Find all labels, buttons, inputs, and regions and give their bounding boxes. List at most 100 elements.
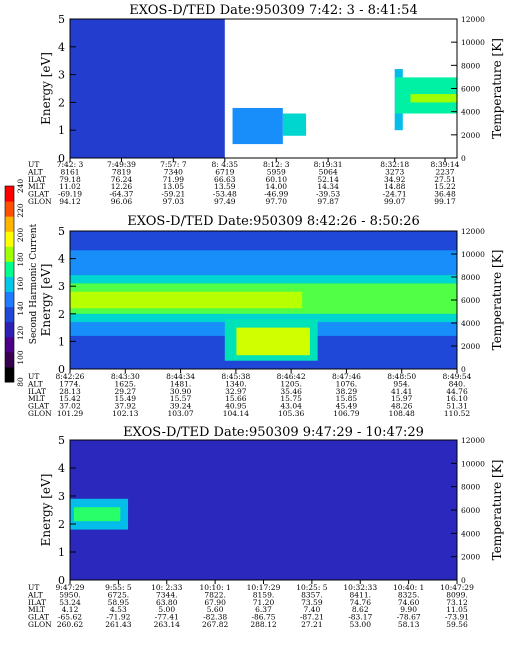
ephemeris-cell: 14.88 (384, 182, 406, 191)
y2-tick-label: 2000 (461, 342, 480, 351)
ephemeris-cell: 34.92 (384, 175, 406, 184)
y2-tick-label: 8000 (461, 61, 480, 70)
ephemeris-cell: -77.41 (155, 613, 179, 622)
ephemeris-row-label: GLON (28, 620, 52, 629)
ephemeris-cell: 5950. (59, 590, 80, 599)
ephemeris-cell: 37.92 (115, 402, 137, 411)
ephemeris-cell: 79.18 (59, 175, 81, 184)
ephemeris-cell: 15.97 (391, 394, 413, 403)
ephemeris-cell: 840. (449, 379, 466, 388)
ephemeris-cell: -39.53 (316, 190, 340, 199)
ephemeris-cell: 288.12 (250, 620, 276, 629)
colorbar-tick-label: 120 (16, 326, 25, 341)
colorbar-tick-label: 100 (16, 350, 25, 365)
ephemeris-cell: 8:44:34 (166, 372, 195, 381)
heatmap-band (70, 19, 225, 158)
y-axis-label: Energy [eV] (39, 264, 53, 337)
colorbar-segment (5, 351, 14, 368)
ephemeris-cell: 3273 (385, 167, 404, 176)
ephemeris-row-label: GLON (28, 197, 52, 206)
colorbar-label: Second Harmonic Current (29, 223, 39, 344)
ephemeris-cell: -87.21 (300, 613, 324, 622)
heatmap-band (70, 291, 303, 309)
chart-title: EXOS-D/TED Date:950309 9:47:29 - 10:47:2… (123, 425, 424, 440)
ephemeris-cell: 32.97 (225, 387, 247, 396)
y2-tick-label: 12000 (461, 227, 485, 236)
ephemeris-cell: -69.19 (58, 190, 82, 199)
y2-tick-label: 12000 (461, 15, 485, 24)
y2-tick-label: 2000 (461, 131, 480, 140)
ephemeris-cell: 10:10: 1 (199, 583, 230, 592)
ephemeris-cell: 15.22 (434, 182, 456, 191)
ephemeris-cell: 2237 (435, 167, 454, 176)
ephemeris-cell: 8:49:54 (443, 372, 472, 381)
ephemeris-cell: 28.13 (59, 387, 81, 396)
ephemeris-cell: 1340. (225, 379, 246, 388)
ephemeris-cell: 10: 2:33 (151, 583, 183, 592)
y-tick-label: 0 (58, 152, 65, 165)
ephemeris-cell: 7:57: 7 (160, 160, 187, 169)
ephemeris-cell: -64.37 (109, 190, 133, 199)
heatmap-band (410, 94, 457, 103)
y-tick-label: 4 (58, 462, 65, 475)
ephemeris-cell: 7340 (164, 167, 183, 176)
ephemeris-cell: 5959 (267, 167, 286, 176)
y-tick-label: 0 (58, 574, 65, 587)
ephemeris-cell: 94.12 (59, 197, 81, 206)
ephemeris-cell: 10:47:29 (440, 583, 474, 592)
ephemeris-cell: 5.00 (158, 605, 175, 614)
ephemeris-cell: 27.51 (434, 175, 455, 184)
ephemeris-cell: 8325. (398, 590, 419, 599)
y-axis-label: Energy [eV] (39, 474, 53, 547)
heatmap-band (70, 440, 457, 580)
ephemeris-cell: 7:42: 3 (57, 160, 84, 169)
data-gap (328, 19, 395, 158)
ephemeris-cell: 96.06 (111, 197, 133, 206)
ephemeris-cell: 110.52 (444, 409, 470, 418)
y2-axis-label: Temperature [K] (490, 38, 504, 139)
y-tick-label: 1 (58, 335, 65, 348)
colorbar-segment (5, 336, 14, 353)
ephemeris-cell: 5.60 (207, 605, 224, 614)
ephemeris-cell: 38.29 (336, 387, 358, 396)
ephemeris-cell: 10:40: 1 (393, 583, 424, 592)
ephemeris-cell: 29.27 (115, 387, 137, 396)
ephemeris-row-label: MLT (28, 182, 45, 191)
y2-tick-label: 4000 (461, 319, 480, 328)
y-tick-label: 4 (58, 253, 65, 266)
ephemeris-cell: 102.13 (112, 409, 138, 418)
ephemeris-row-label: UT (28, 583, 39, 592)
heatmap-band (73, 507, 121, 522)
ephemeris-cell: 11.05 (446, 605, 468, 614)
ephemeris-cell: 39.24 (170, 402, 192, 411)
y2-tick-label: 0 (461, 365, 466, 374)
y-tick-label: 3 (58, 490, 65, 503)
colorbar-segment (5, 231, 14, 247)
ephemeris-cell: 103.07 (167, 409, 193, 418)
ephemeris-cell: 53.00 (350, 620, 372, 629)
ephemeris-row-label: ALT (27, 590, 43, 599)
ephemeris-cell: 13.59 (214, 182, 236, 191)
colorbar-tick-label: 240 (16, 179, 25, 194)
ephemeris-cell: 6725. (108, 590, 129, 599)
ephemeris-cell: 104.14 (223, 409, 249, 418)
ephemeris-cell: 35.46 (280, 387, 302, 396)
ephemeris-cell: 6.37 (255, 605, 272, 614)
ephemeris-cell: 9:47:29 (56, 583, 85, 592)
ephemeris-cell: 41.41 (391, 387, 412, 396)
y2-tick-label: 6000 (461, 85, 480, 94)
ephemeris-cell: 8:19:31 (314, 160, 343, 169)
colorbar-segment (5, 306, 14, 323)
ephemeris-cell: 8099. (446, 590, 467, 599)
ephemeris-cell: 14.00 (266, 182, 288, 191)
y2-tick-label: 4000 (461, 529, 480, 538)
ephemeris-cell: 74.60 (398, 598, 420, 607)
ephemeris-cell: 45.49 (336, 402, 358, 411)
y-tick-label: 3 (58, 280, 65, 293)
heatmap-band (232, 107, 283, 145)
ephemeris-cell: 30.90 (170, 387, 192, 396)
ephemeris-cell: 8159. (253, 590, 274, 599)
y2-tick-label: 2000 (461, 553, 480, 562)
heatmap-band (236, 327, 310, 356)
